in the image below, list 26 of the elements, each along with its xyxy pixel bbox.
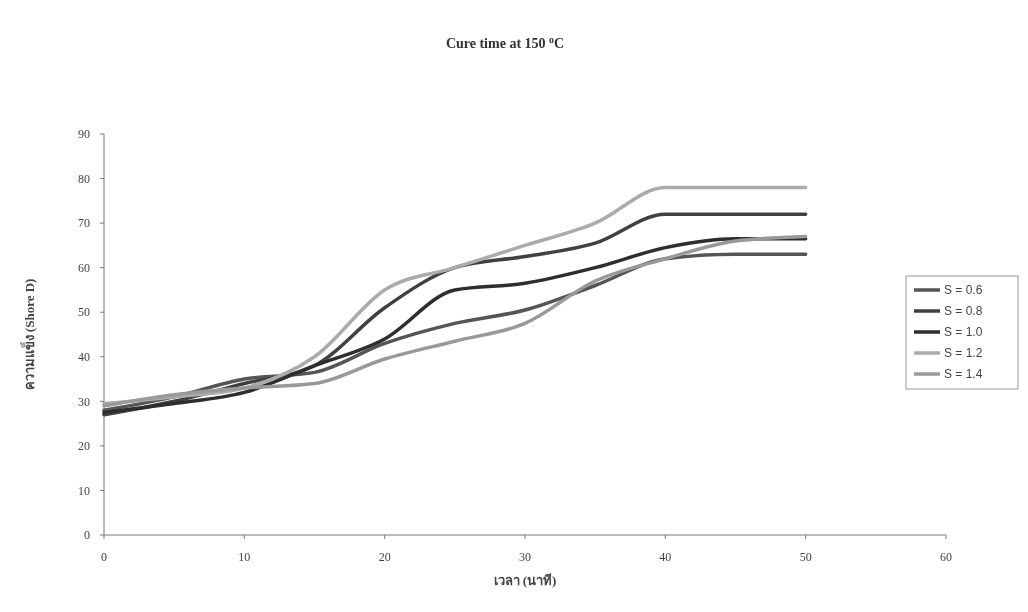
line-series (102, 185, 808, 406)
y-tick-label: 10 (78, 483, 90, 498)
y-tick-label: 0 (84, 528, 90, 543)
x-tick-label: 30 (519, 550, 531, 564)
legend-label: S = 1.2 (944, 346, 983, 361)
x-tick-label: 10 (238, 550, 251, 564)
y-tick-label: 80 (78, 171, 90, 186)
chart-title: Cure time at 150 $^{o}$C (445, 33, 565, 51)
x-tick-label: 60 (940, 550, 952, 564)
y-tick-label: 70 (78, 216, 90, 231)
x-tick-label: 0 (101, 550, 107, 564)
y-tick-label: 40 (78, 349, 90, 364)
legend-label: S = 1.4 (944, 367, 983, 382)
legend-label: S = 0.6 (944, 283, 983, 298)
x-tick-label: 40 (659, 550, 672, 564)
y-axis-title: ความแข็ง (Shore D) (20, 278, 37, 391)
y-tick-label: 60 (78, 260, 90, 275)
y-tick-label: 30 (78, 394, 90, 409)
legend-label: S = 0.8 (944, 304, 983, 319)
y-tick-label: 20 (78, 439, 90, 454)
legend-label: S = 1.0 (944, 325, 983, 340)
x-axis-title: เวลา (นาที) (493, 573, 557, 588)
y-tick-label: 50 (78, 305, 90, 320)
x-tick-label: 20 (378, 550, 391, 564)
y-tick-label: 90 (78, 127, 90, 142)
x-tick-label: 50 (799, 550, 812, 564)
